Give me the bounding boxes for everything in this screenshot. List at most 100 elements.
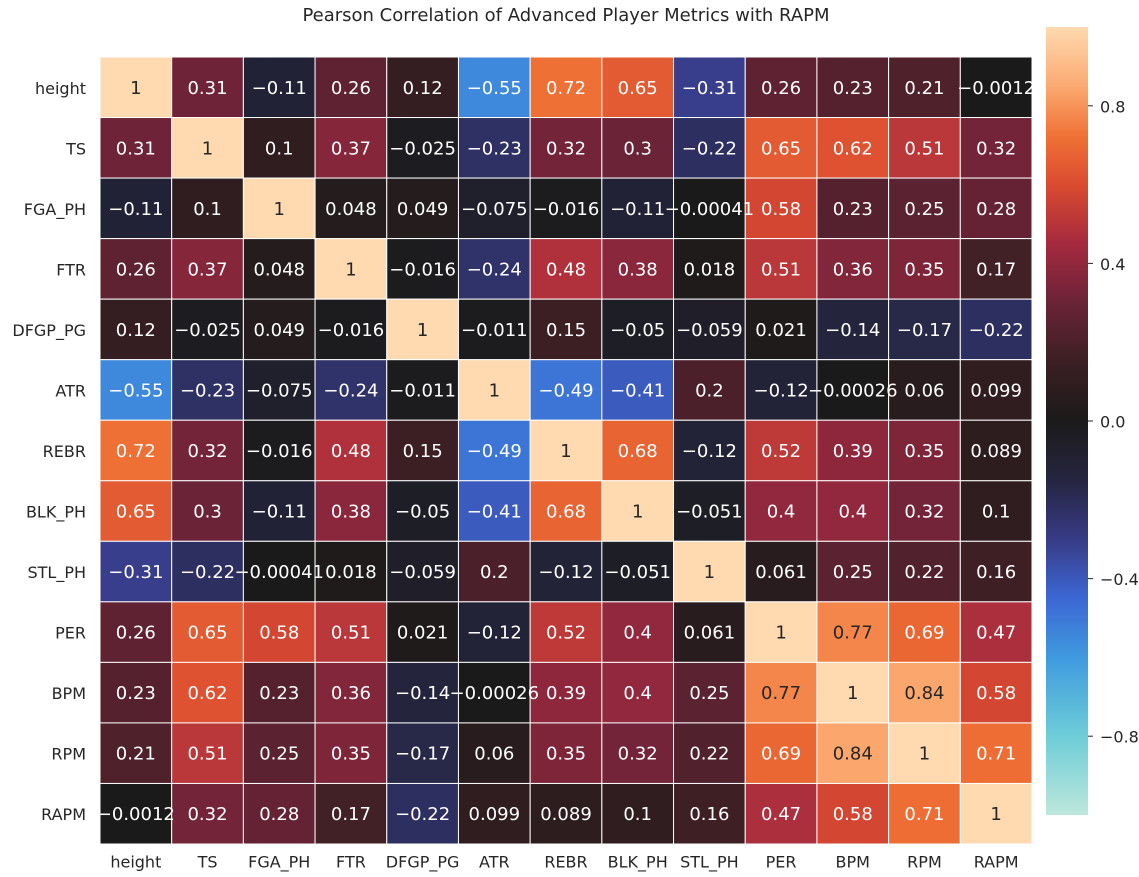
heatmap-cell-label: 0.018 xyxy=(325,562,377,583)
x-tick-label: FTR xyxy=(336,853,366,872)
heatmap-cell-label: 0.089 xyxy=(970,441,1022,462)
heatmap-cell-label: 0.23 xyxy=(833,78,873,99)
heatmap-cell xyxy=(888,56,961,119)
heatmap-cell-label: 0.84 xyxy=(833,744,873,765)
heatmap-cell xyxy=(816,56,890,119)
heatmap-cell-label: 0.049 xyxy=(397,199,449,220)
heatmap-cell-label: 0.51 xyxy=(187,744,227,765)
heatmap-cell-label: −0.025 xyxy=(174,320,241,341)
colorbar-tick-label: −0.8 xyxy=(1100,728,1139,747)
heatmap-cell-label: 0.4 xyxy=(623,623,652,644)
heatmap-cell xyxy=(816,238,890,300)
heatmap-cell-label: −0.025 xyxy=(389,138,456,159)
heatmap-cell xyxy=(171,359,244,421)
heatmap-cell-label: 1 xyxy=(632,502,643,523)
heatmap-cell-label: 0.69 xyxy=(904,623,944,644)
heatmap-cell-label: 0.36 xyxy=(833,259,873,280)
colorbar-gradient xyxy=(1046,27,1088,815)
heatmap-cell-label: 0.2 xyxy=(480,562,509,583)
y-tick-label: ATR xyxy=(55,381,86,400)
heatmap-cell xyxy=(457,177,531,240)
heatmap-cell xyxy=(888,177,961,240)
heatmap-cell-label: −0.0012 xyxy=(957,78,1035,99)
heatmap-cell xyxy=(888,480,961,542)
heatmap-cell-label: −0.23 xyxy=(180,380,235,401)
heatmap-cell-label: −0.00041 xyxy=(665,199,755,220)
heatmap-cell-label: 0.65 xyxy=(618,78,658,99)
heatmap-cell-label: 0.68 xyxy=(618,441,658,462)
heatmap-cell-label: −0.17 xyxy=(395,744,450,765)
heatmap-cell-label: 0.21 xyxy=(116,744,156,765)
heatmap-cell xyxy=(457,480,531,542)
x-tick-label: height xyxy=(110,853,161,872)
heatmap-cell-label: 1 xyxy=(775,623,786,644)
heatmap-cell xyxy=(171,601,244,663)
heatmap-cell-label: 0.048 xyxy=(253,259,305,280)
heatmap-cell xyxy=(673,540,746,603)
x-tick-label: STL_PH xyxy=(680,853,739,873)
heatmap-cell xyxy=(744,298,818,361)
heatmap-cell-label: 0.26 xyxy=(116,259,156,280)
heatmap-cell-label: 0.58 xyxy=(259,623,299,644)
heatmap-cell-label: 0.25 xyxy=(259,744,299,765)
heatmap-cell-label: −0.22 xyxy=(180,562,235,583)
heatmap-cell-label: 0.37 xyxy=(331,138,371,159)
heatmap-cell-label: −0.016 xyxy=(318,320,385,341)
heatmap-cell-label: −0.05 xyxy=(610,320,665,341)
heatmap-cell-label: 0.62 xyxy=(833,138,873,159)
heatmap-cell xyxy=(888,782,961,845)
heatmap-cell-label: 0.099 xyxy=(469,804,521,825)
heatmap-cell-label: 0.4 xyxy=(838,502,867,523)
heatmap-cell xyxy=(601,782,675,845)
heatmap-cell-label: 0.32 xyxy=(904,502,944,523)
heatmap-cell-label: 0.28 xyxy=(976,199,1016,220)
y-tick-label: FGA_PH xyxy=(24,200,86,220)
y-tick-label: REBR xyxy=(43,442,86,461)
heatmap-cell-label: −0.075 xyxy=(461,199,528,220)
heatmap-cell xyxy=(601,359,675,421)
heatmap-cell xyxy=(816,661,890,724)
heatmap-cell xyxy=(888,601,961,663)
heatmap-cell-label: 1 xyxy=(560,441,571,462)
heatmap-cell-label: 0.15 xyxy=(403,441,443,462)
y-tick-label: BLK_PH xyxy=(26,503,86,523)
heatmap-cell-label: 0.16 xyxy=(976,562,1016,583)
heatmap-cell xyxy=(242,540,316,603)
colorbar-tick-label: 0.8 xyxy=(1100,97,1125,116)
heatmap-cell-label: 0.58 xyxy=(761,199,801,220)
heatmap-cell-label: −0.22 xyxy=(395,804,450,825)
heatmap-cell xyxy=(171,298,244,361)
heatmap-cell-label: 0.1 xyxy=(623,804,652,825)
heatmap-cell-label: 0.32 xyxy=(187,441,227,462)
colorbar: −0.8 −0.4 0.0 0.4 0.8 xyxy=(1046,27,1139,815)
heatmap-cell xyxy=(529,722,603,784)
heatmap-cell-label: 0.22 xyxy=(904,562,944,583)
y-tick-label: STL_PH xyxy=(27,563,86,583)
heatmap-cell-label: 0.38 xyxy=(618,259,658,280)
heatmap-cell-label: 0.37 xyxy=(187,259,227,280)
heatmap-cell xyxy=(529,56,603,119)
heatmap-cell-label: −0.22 xyxy=(682,138,737,159)
x-tick-label: DFGP_PG xyxy=(386,853,460,873)
heatmap-cell-label: −0.41 xyxy=(610,380,665,401)
heatmap-cell-label: 0.021 xyxy=(755,320,807,341)
y-axis-tick-labels: height TS FGA_PH FTR DFGP_PG ATR REBR BLK_PH STL… xyxy=(12,79,86,824)
heatmap-cell xyxy=(242,298,316,361)
y-tick-label: FTR xyxy=(56,260,86,279)
heatmap-cell xyxy=(673,601,746,663)
heatmap-cell xyxy=(314,722,388,784)
heatmap-cells xyxy=(99,56,1033,845)
heatmap-cell-label: −0.00026 xyxy=(450,683,540,704)
heatmap-cell-label: 0.061 xyxy=(755,562,807,583)
heatmap-cell xyxy=(171,782,244,845)
heatmap-cell xyxy=(242,177,316,240)
heatmap-cell-label: 0.06 xyxy=(474,744,514,765)
heatmap-cell xyxy=(673,722,746,784)
heatmap-cell xyxy=(673,419,746,482)
y-tick-label: DFGP_PG xyxy=(12,321,86,341)
heatmap-cell-label: 0.1 xyxy=(193,199,222,220)
heatmap-cell-label: 0.26 xyxy=(116,623,156,644)
heatmap-cell-label: 0.1 xyxy=(982,502,1011,523)
heatmap-cell xyxy=(457,722,531,784)
heatmap-cell xyxy=(99,601,173,663)
